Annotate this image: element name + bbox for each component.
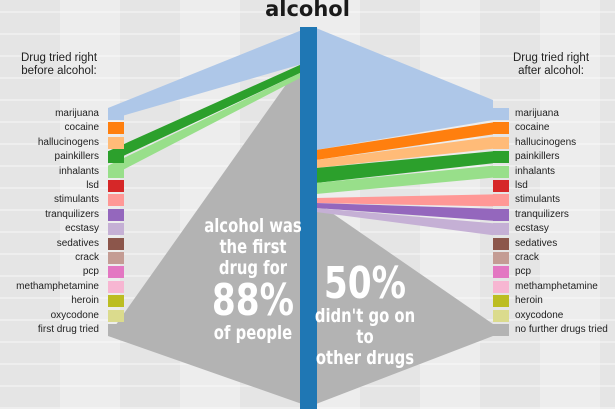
left-label-crack: crack (75, 252, 99, 263)
right-heading-line-1: Drug tried right (512, 52, 590, 64)
right-swatch-ecstasy (493, 223, 509, 236)
right-swatch-pcp (493, 266, 509, 279)
left-swatch-stimulants (108, 194, 124, 207)
right-label-cocaine: cocaine (515, 122, 550, 134)
left-swatch-pcp (108, 266, 124, 279)
left-swatch-methamphetamine (108, 280, 124, 293)
right-flow-tranquilizers (316, 203, 493, 221)
left-swatch-sedatives (108, 237, 124, 250)
right-swatch-inhalants (493, 165, 509, 178)
left-swatch-tranquilizers (108, 208, 124, 221)
left-first-drug-flow (108, 62, 302, 404)
left-label-painkillers: painkillers (54, 151, 99, 163)
left-statement-line-4: of people (213, 322, 293, 344)
left-swatch-first-drug (108, 324, 124, 336)
left-label-stimulants: stimulants (53, 194, 99, 206)
right-label-methamphetamine: methamphetamine (515, 280, 598, 292)
right-label-pcp: pcp (515, 266, 532, 278)
left-label-methamphetamine: methamphetamine (16, 280, 99, 292)
left-swatch-hallucinogens (108, 136, 124, 149)
right-statement-percent: 50% (323, 258, 407, 309)
left-swatch-crack (108, 252, 124, 264)
left-label-pcp: pcp (82, 266, 99, 278)
right-swatch-no-further (493, 324, 509, 336)
right-label-sedatives: sedatives (515, 237, 558, 249)
left-label-marijuana: marijuana (55, 108, 99, 119)
right-label-stimulants: stimulants (515, 194, 561, 206)
left-swatch-inhalants (108, 165, 124, 178)
right-swatch-crack (493, 252, 509, 264)
right-swatch-heroin (493, 295, 509, 308)
left-heading-line-2: before alcohol: (21, 65, 97, 77)
right-label-tranquilizers: tranquilizers (515, 208, 569, 220)
right-flow-stimulants (316, 194, 493, 207)
right-swatch-hallucinogens (493, 136, 509, 149)
left-flow-marijuana (108, 30, 302, 120)
left-statement-percent: 88% (211, 275, 295, 326)
left-label-lsd: lsd (86, 180, 99, 191)
left-heading: Drug tried right before alcohol: (14, 52, 104, 78)
right-label-marijuana: marijuana (515, 108, 559, 119)
left-label-heroin: heroin (71, 295, 99, 307)
right-swatch-marijuana (493, 108, 509, 120)
left-label-first-drug: first drug tried (37, 324, 99, 335)
left-statement-line-2: the first (219, 236, 287, 258)
left-statement: alcohol was the first drug for 88% of pe… (195, 216, 312, 344)
right-flow-ecstasy (316, 208, 493, 236)
right-swatch-stimulants (493, 194, 509, 207)
diagram-title: alcohol (265, 0, 350, 21)
right-label-heroin: heroin (515, 295, 543, 307)
right-flow-cocaine (316, 122, 493, 160)
left-label-hallucinogens: hallucinogens (37, 136, 99, 148)
right-no-further-flow (316, 202, 493, 404)
left-heading-line-1: Drug tried right (20, 52, 98, 64)
left-label-ecstasy: ecstasy (65, 223, 99, 235)
right-swatch-tranquilizers (493, 208, 509, 221)
right-swatch-lsd (493, 180, 509, 192)
left-swatch-oxycodone (108, 309, 124, 322)
right-label-crack: crack (515, 252, 539, 263)
right-label-lsd: lsd (515, 180, 528, 191)
left-label-inhalants: inhalants (58, 165, 99, 177)
right-statement-line-1: didn't go on to (314, 305, 416, 348)
right-swatch-oxycodone (493, 309, 509, 322)
right-label-ecstasy: ecstasy (515, 223, 549, 235)
left-swatch-lsd (108, 180, 124, 192)
right-label-hallucinogens: hallucinogens (515, 136, 577, 148)
left-swatch-marijuana (108, 108, 124, 120)
left-label-tranquilizers: tranquilizers (45, 208, 99, 220)
right-label-painkillers: painkillers (515, 151, 560, 163)
left-flow-painkillers (108, 64, 302, 164)
right-swatch-sedatives (493, 237, 509, 250)
left-swatch-ecstasy (108, 223, 124, 236)
left-swatch-cocaine (108, 122, 124, 135)
right-swatch-cocaine (493, 122, 509, 135)
right-heading: Drug tried right after alcohol: (506, 52, 596, 78)
left-statement-line-1: alcohol was (204, 215, 302, 237)
right-flow-hallucinogens (316, 136, 493, 168)
left-statement-line-3: drug for (218, 257, 288, 279)
right-flow-painkillers (316, 151, 493, 183)
left-swatch-heroin (108, 295, 124, 308)
right-flow-inhalants (316, 165, 493, 194)
right-swatch-painkillers (493, 151, 509, 164)
right-label-inhalants: inhalants (515, 165, 556, 177)
left-flow-inhalants (108, 72, 302, 178)
left-label-oxycodone: oxycodone (50, 309, 99, 321)
right-statement-line-2: other drugs (315, 347, 415, 369)
right-flow-marijuana (316, 28, 493, 150)
left-label-sedatives: sedatives (56, 237, 99, 249)
right-statement: 50% didn't go on to other drugs (307, 262, 424, 369)
right-label-oxycodone: oxycodone (515, 309, 564, 321)
alcohol-bar (300, 27, 317, 409)
right-heading-line-2: after alcohol: (518, 65, 584, 77)
right-label-no-further: no further drugs tried (515, 324, 608, 335)
left-swatch-painkillers (108, 151, 124, 164)
right-swatch-methamphetamine (493, 280, 509, 293)
left-label-cocaine: cocaine (64, 122, 99, 134)
